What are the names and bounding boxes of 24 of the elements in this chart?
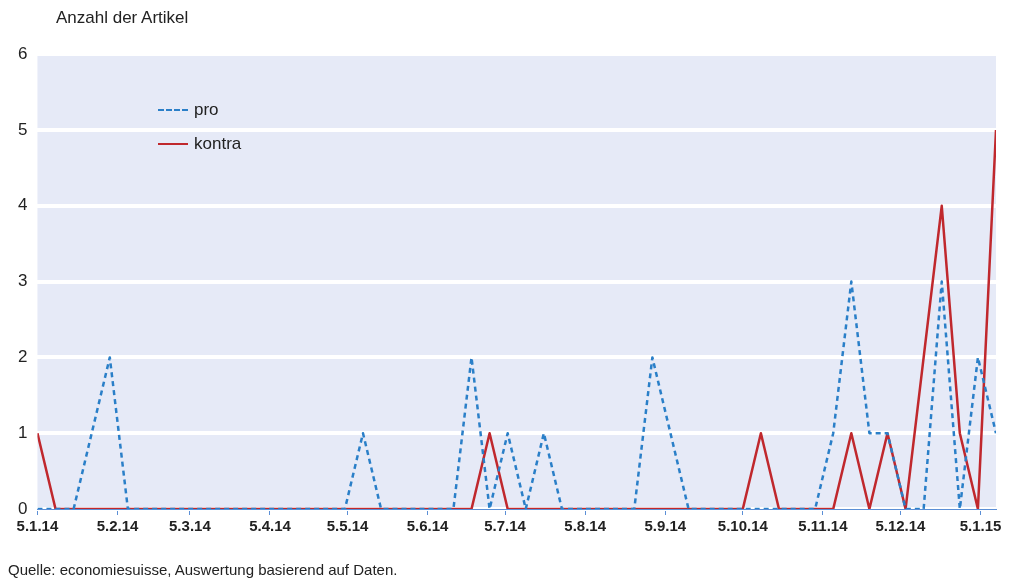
x-tick-label: 5.7.14 [484, 517, 527, 535]
x-tick-label: 5.11.14 [798, 517, 849, 535]
x-tick-label: 5.1.15 [959, 517, 1002, 535]
y-tick-label: 5 [17, 119, 28, 139]
y-tick-label: 0 [17, 498, 28, 518]
source-note: Quelle: economiesuisse, Auswertung basierend auf Daten. [8, 561, 399, 578]
y-tick-label: 2 [17, 347, 28, 367]
x-tick-label: 5.6.14 [406, 517, 450, 535]
legend-label: pro [194, 100, 219, 120]
x-tick-label: 5.8.14 [564, 517, 607, 535]
y-axis-title: Anzahl der Artikel [56, 8, 190, 29]
x-tick-label: 5.10.14 [717, 517, 769, 535]
x-tick-label: 5.2.14 [96, 517, 140, 535]
x-tick-label: 5.9.14 [644, 517, 687, 535]
y-tick-label: 1 [17, 422, 28, 442]
x-tick-label: 5.5.14 [326, 517, 369, 535]
legend-label: kontra [194, 134, 242, 154]
x-tick-label: 5.1.14 [16, 517, 59, 535]
x-tick-label: 5.12.14 [875, 517, 927, 535]
y-tick-label: 4 [17, 195, 28, 215]
x-tick-label: 5.3.14 [169, 517, 212, 535]
y-tick-label: 6 [17, 43, 28, 63]
x-tick-label: 5.4.14 [249, 517, 292, 535]
y-tick-label: 3 [17, 271, 28, 291]
